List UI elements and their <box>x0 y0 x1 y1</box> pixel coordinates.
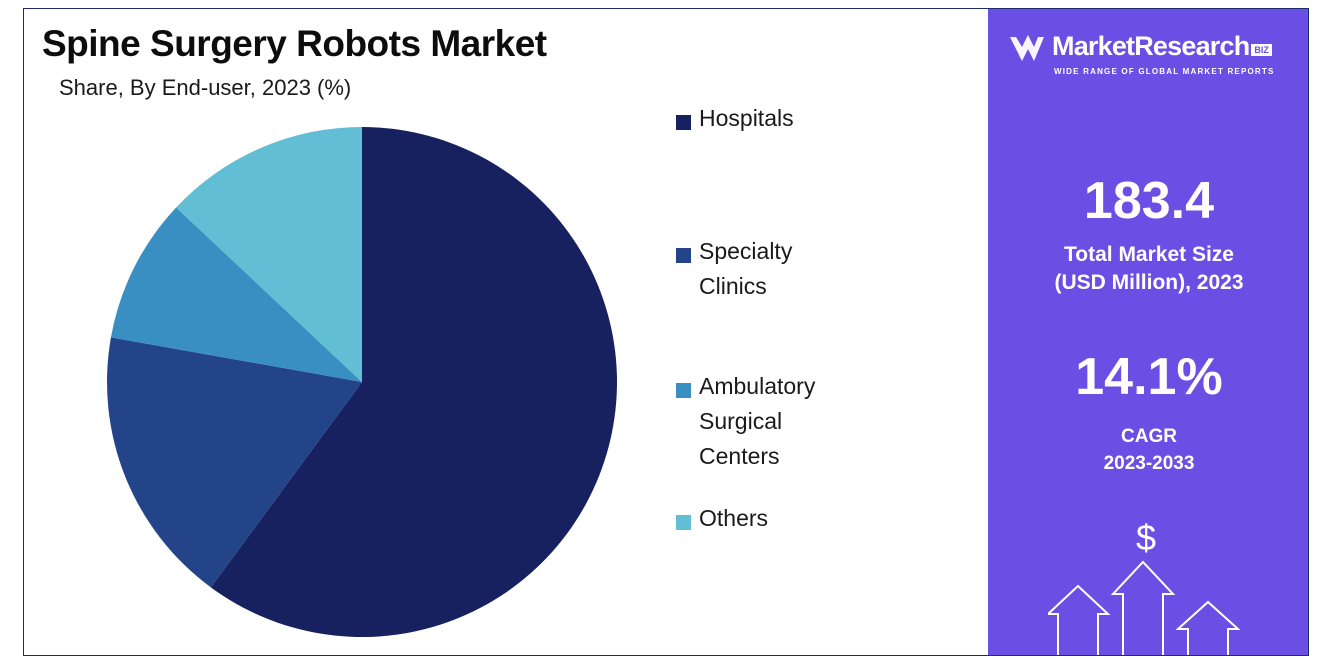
pie-chart <box>106 127 617 638</box>
brand-tagline: WIDE RANGE OF GLOBAL MARKET REPORTS <box>1054 67 1275 76</box>
pie-slices <box>106 127 617 638</box>
legend-label: Hospitals <box>699 105 794 131</box>
legend-label: Others <box>699 505 769 531</box>
legend-item: Specialty Clinics <box>676 238 792 304</box>
infographic-frame: Spine Surgery Robots Market Share, By En… <box>23 8 1309 656</box>
legend-swatch <box>676 515 691 530</box>
legend-swatch <box>676 383 691 398</box>
logo-icon <box>1010 35 1044 61</box>
legend-swatch <box>676 115 691 130</box>
dollar-icon: $ <box>1136 517 1157 558</box>
pie-slice-others <box>176 127 362 382</box>
legend-label: Ambulatory Surgical Centers <box>699 373 816 469</box>
pie-slice-specialty-clinics <box>106 337 362 588</box>
brand-name: MarketResearch BIZ <box>1052 31 1272 62</box>
brand-logo: MarketResearch BIZ WIDE RANGE OF GLOBAL M… <box>1002 27 1302 87</box>
legend-swatch <box>676 248 691 263</box>
growth-arrows-icon <box>1048 560 1241 655</box>
chart-area: Spine Surgery Robots Market Share, By En… <box>24 9 988 655</box>
pie-slice-hospitals <box>210 127 617 638</box>
legend-label: Specialty Clinics <box>699 238 793 299</box>
legend-item: Hospitals <box>676 105 794 136</box>
legend-item: Others <box>676 505 768 536</box>
market-size-value: 183.4 <box>1083 172 1215 230</box>
pie-slice-ambulatory-surgical-centers <box>110 207 362 382</box>
market-size-label: Total Market Size (USD Million), 2023 <box>1054 243 1244 294</box>
cagr-period: 2023-2033 <box>1103 453 1195 474</box>
cagr-value: 14.1% <box>1075 348 1223 406</box>
brand-badge: BIZ <box>1251 44 1272 56</box>
chart-title: Spine Surgery Robots Market <box>42 23 547 64</box>
cagr-label: CAGR <box>1121 426 1177 447</box>
summary-panel: MarketResearch BIZ WIDE RANGE OF GLOBAL M… <box>988 9 1308 655</box>
chart-subtitle: Share, By End-user, 2023 (%) <box>59 75 352 100</box>
legend-item: Ambulatory Surgical Centers <box>676 373 815 474</box>
